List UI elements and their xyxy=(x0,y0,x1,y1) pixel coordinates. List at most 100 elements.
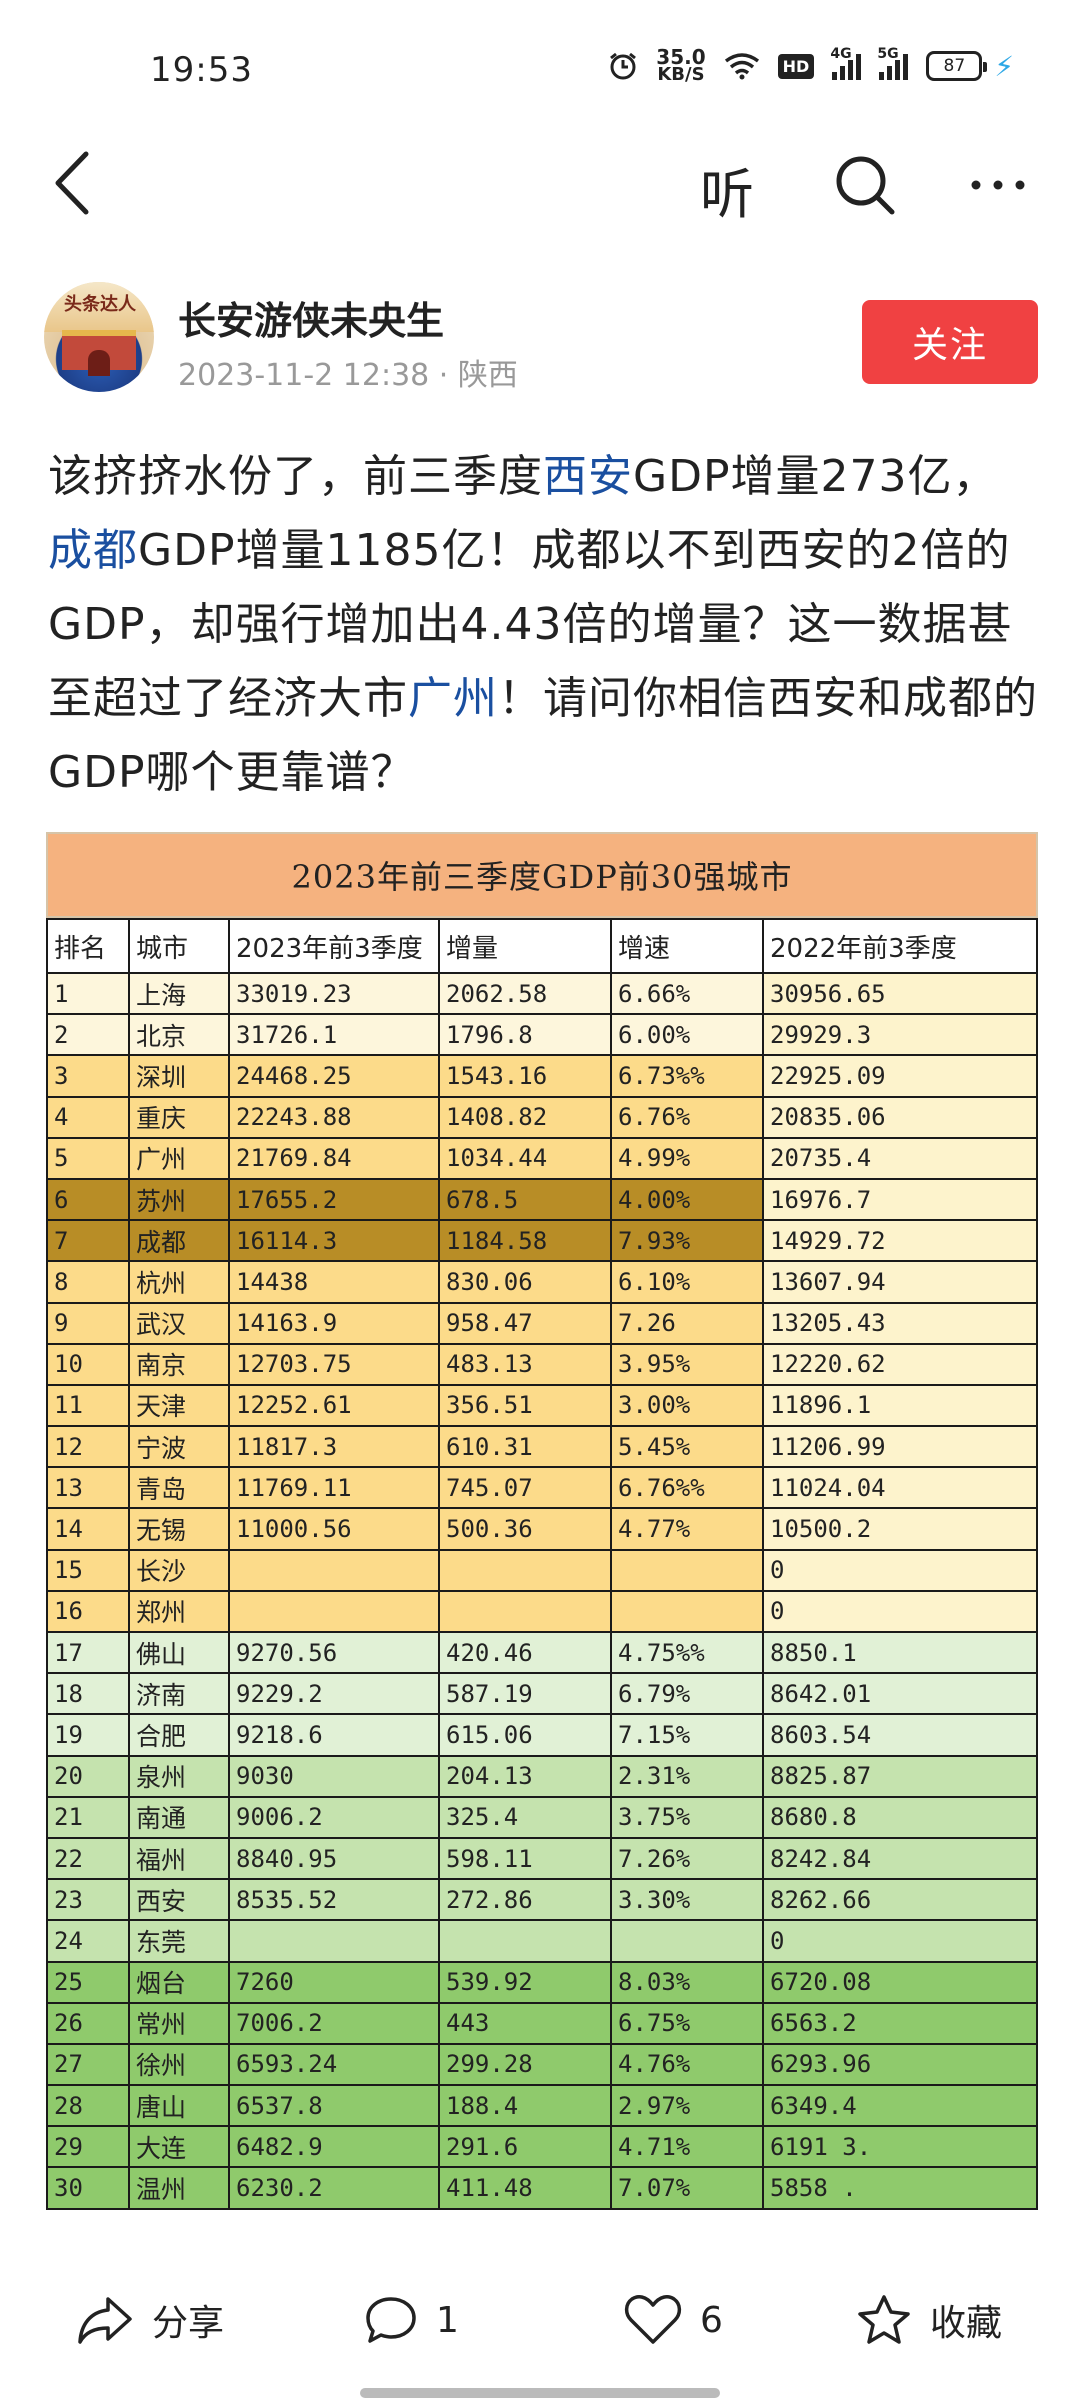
table-cell: 615.06 xyxy=(438,1713,612,1757)
listen-button[interactable]: 听 xyxy=(700,163,754,226)
table-cell: 24468.25 xyxy=(228,1054,440,1098)
like-button[interactable]: 6 xyxy=(624,2280,723,2360)
table-cell: 7006.2 xyxy=(228,2001,440,2045)
table-cell: 24 xyxy=(46,1919,130,1963)
table-cell: 188.4 xyxy=(438,2084,612,2128)
table-cell: 6.76% xyxy=(610,1095,764,1139)
table-cell: 14438 xyxy=(228,1260,440,1304)
link-guangzhou[interactable]: 广州 xyxy=(408,673,498,724)
table-cell: 青岛 xyxy=(128,1466,230,1510)
status-bar: 19:53 35.0 KB/S HD 4G 5G 87 ⚡ xyxy=(0,0,1080,130)
post-text: GDP增量273亿， xyxy=(633,451,998,502)
table-row: 14 无锡 11000.56 500.36 4.77% 10500.2 xyxy=(46,1507,1038,1551)
table-cell: 温州 xyxy=(128,2166,230,2210)
table-cell: 958.47 xyxy=(438,1301,612,1345)
star-icon xyxy=(858,2295,910,2344)
signal-4g-icon: 4G xyxy=(830,46,862,80)
table-cell xyxy=(438,1589,612,1634)
table-cell: 9 xyxy=(46,1301,130,1345)
favorite-button[interactable]: 收藏 xyxy=(856,2280,1002,2360)
follow-button[interactable]: 关注 xyxy=(862,300,1038,384)
search-icon[interactable] xyxy=(832,152,898,218)
table-cell xyxy=(438,1919,612,1963)
table-cell: 18 xyxy=(46,1672,130,1716)
table-cell: 7.26 xyxy=(610,1301,764,1345)
comment-button[interactable]: 1 xyxy=(364,2280,459,2360)
table-cell: 8840.95 xyxy=(228,1836,440,1881)
table-cell: 204.13 xyxy=(438,1754,612,1798)
back-arrow-icon[interactable] xyxy=(44,148,104,218)
table-row: 7 成都 16114.3 1184.58 7.93% 14929.72 xyxy=(46,1219,1038,1263)
table-cell xyxy=(438,1548,612,1592)
table-cell: 0 xyxy=(762,1919,1038,1963)
more-options-icon[interactable] xyxy=(968,152,1028,218)
table-cell: 28 xyxy=(46,2084,130,2128)
table-row: 21 南通 9006.2 325.4 3.75% 8680.8 xyxy=(46,1795,1038,1839)
home-indicator[interactable] xyxy=(360,2388,720,2398)
table-row: 11 天津 12252.61 356.51 3.00% 11896.1 xyxy=(46,1383,1038,1428)
table-row: 3 深圳 24468.25 1543.16 6.73%% 22925.09 xyxy=(46,1054,1038,1098)
table-cell: 8642.01 xyxy=(762,1672,1038,1716)
table-cell: 福州 xyxy=(128,1836,230,1881)
table-cell: 上海 xyxy=(128,971,230,1016)
wifi-icon xyxy=(724,53,759,80)
comment-count: 1 xyxy=(436,2299,459,2341)
table-cell: 南京 xyxy=(128,1342,230,1386)
table-cell: 佛山 xyxy=(128,1630,230,1675)
table-cell: 11817.3 xyxy=(228,1425,440,1469)
table-cell: 325.4 xyxy=(438,1795,612,1839)
table-cell: 烟台 xyxy=(128,1960,230,2004)
table-row: 16 郑州 0 xyxy=(46,1589,1038,1634)
link-xian[interactable]: 西安 xyxy=(543,451,633,502)
table-cell: 17 xyxy=(46,1630,130,1675)
table-row: 13 青岛 11769.11 745.07 6.76%% 11024.04 xyxy=(46,1466,1038,1510)
table-cell: 26 xyxy=(46,2001,130,2045)
table-cell: 17655.2 xyxy=(228,1177,440,1222)
table-cell: 1796.8 xyxy=(438,1013,612,1057)
table-cell: 12703.75 xyxy=(228,1342,440,1386)
table-cell: 9218.6 xyxy=(228,1713,440,1757)
table-cell: 徐州 xyxy=(128,2042,230,2087)
table-cell: 东莞 xyxy=(128,1919,230,1963)
table-cell: 16 xyxy=(46,1589,130,1634)
avatar[interactable]: 头条达人 xyxy=(44,282,154,392)
author-name[interactable]: 长安游侠未央生 xyxy=(178,299,445,343)
table-row: 19 合肥 9218.6 615.06 7.15% 8603.54 xyxy=(46,1713,1038,1757)
table-cell: 12220.62 xyxy=(762,1342,1038,1386)
like-count: 6 xyxy=(700,2299,723,2341)
table-cell: 11024.04 xyxy=(762,1466,1038,1510)
table-cell: 6.00% xyxy=(610,1013,764,1057)
table-cell: 16114.3 xyxy=(228,1219,440,1263)
table-cell: 苏州 xyxy=(128,1177,230,1222)
table-cell: 6720.08 xyxy=(762,1960,1038,2004)
gdp-table-image[interactable]: 2023年前三季度GDP前30强城市 排名 城市 2023年前3季度 增量 增速… xyxy=(46,832,1038,2220)
gdp-table: 排名 城市 2023年前3季度 增量 增速 2022年前3季度 1 上海 33019… xyxy=(46,918,1038,2210)
table-cell: 3.75% xyxy=(610,1795,764,1839)
table-cell: 299.28 xyxy=(438,2042,612,2087)
table-cell: 483.13 xyxy=(438,1342,612,1386)
table-row: 6 苏州 17655.2 678.5 4.00% 16976.7 xyxy=(46,1177,1038,1222)
table-cell: 6230.2 xyxy=(228,2166,440,2210)
table-cell: 8603.54 xyxy=(762,1713,1038,1757)
battery-level: 87 xyxy=(943,56,966,76)
table-cell: 15 xyxy=(46,1548,130,1592)
table-cell: 598.11 xyxy=(438,1836,612,1881)
table-cell: 6191 3. xyxy=(762,2125,1038,2169)
table-row: 27 徐州 6593.24 299.28 4.76% 6293.96 xyxy=(46,2042,1038,2087)
post-meta: 2023-11-2 12:38 · 陕西 xyxy=(178,350,518,394)
table-cell xyxy=(610,1589,764,1634)
table-cell: 9229.2 xyxy=(228,1672,440,1716)
table-cell: 20735.4 xyxy=(762,1136,1038,1180)
table-cell: 天津 xyxy=(128,1383,230,1428)
link-chengdu[interactable]: 成都 xyxy=(48,525,138,576)
table-cell: 1184.58 xyxy=(438,1219,612,1263)
table-row: 8 杭州 14438 830.06 6.10% 13607.94 xyxy=(46,1260,1038,1304)
table-cell: 678.5 xyxy=(438,1177,612,1222)
table-cell: 21 xyxy=(46,1795,130,1839)
status-icons: 35.0 KB/S HD 4G 5G 87 ⚡ xyxy=(608,46,1014,84)
table-cell: 23 xyxy=(46,1878,130,1922)
charging-icon: ⚡ xyxy=(994,49,1014,83)
share-button[interactable]: 分享 xyxy=(76,2280,224,2360)
table-cell: 9270.56 xyxy=(228,1630,440,1675)
table-cell: 25 xyxy=(46,1960,130,2004)
